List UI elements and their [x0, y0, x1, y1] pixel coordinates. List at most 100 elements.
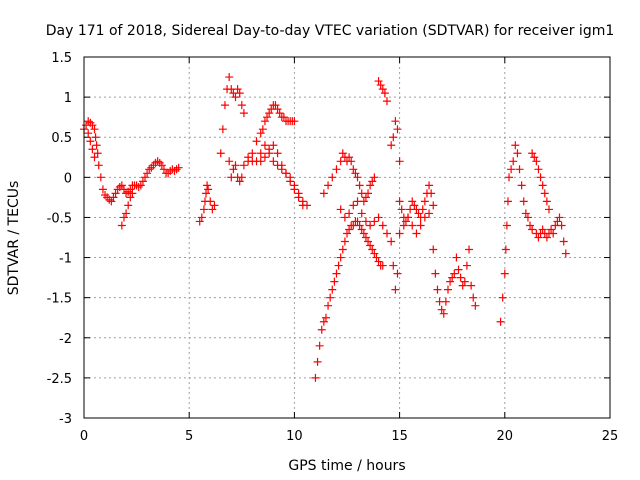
data-point	[395, 157, 404, 166]
data-point	[220, 101, 229, 110]
data-point	[153, 157, 162, 166]
data-point	[138, 177, 147, 186]
data-point	[86, 137, 95, 146]
data-point	[269, 157, 278, 166]
data-point	[429, 245, 438, 254]
data-point	[324, 301, 333, 310]
data-point	[128, 189, 137, 198]
data-point	[324, 181, 333, 190]
data-point	[174, 163, 183, 172]
data-point	[92, 141, 101, 150]
data-point	[502, 221, 511, 230]
data-point	[391, 285, 400, 294]
data-point	[355, 221, 364, 230]
data-point	[237, 101, 246, 110]
data-point	[260, 117, 269, 126]
data-point	[117, 181, 126, 190]
data-point	[532, 157, 541, 166]
data-point	[374, 213, 383, 222]
data-point	[235, 177, 244, 186]
data-point	[523, 213, 532, 222]
data-point	[256, 129, 265, 138]
y-tick-label: -2.5	[47, 372, 72, 387]
data-point	[345, 225, 354, 234]
data-point	[538, 181, 547, 190]
data-point	[357, 209, 366, 218]
data-point	[408, 197, 417, 206]
data-point	[252, 137, 261, 146]
data-point	[117, 221, 126, 230]
y-tick-label: -1.5	[47, 292, 72, 307]
chart-title: Day 171 of 2018, Sidereal Day-to-day VTE…	[46, 23, 615, 39]
data-point	[429, 201, 438, 210]
data-point	[441, 297, 450, 306]
data-point	[500, 269, 509, 278]
y-tick-label: -2	[59, 332, 72, 347]
data-point	[326, 293, 335, 302]
data-point	[317, 325, 326, 334]
x-tick-label: 0	[80, 429, 88, 444]
data-point	[343, 229, 351, 238]
data-point	[557, 221, 566, 230]
data-point	[233, 85, 242, 94]
data-point	[248, 149, 257, 158]
data-point	[84, 117, 93, 126]
data-point	[88, 121, 97, 130]
data-point	[503, 197, 512, 206]
data-point	[286, 177, 295, 186]
data-point	[443, 285, 452, 294]
data-point	[353, 173, 362, 182]
data-point	[515, 165, 524, 174]
data-point	[338, 149, 347, 158]
data-point	[425, 209, 434, 218]
data-point	[126, 193, 135, 202]
data-point	[456, 273, 465, 282]
data-point	[414, 209, 423, 218]
data-point	[534, 165, 543, 174]
data-point	[208, 205, 217, 214]
data-point	[393, 125, 402, 134]
data-point	[467, 281, 476, 290]
grid	[84, 57, 610, 418]
data-point	[382, 229, 391, 238]
data-point	[294, 193, 303, 202]
data-point	[269, 141, 278, 150]
data-point	[366, 221, 375, 230]
data-point	[526, 221, 535, 230]
data-point	[225, 157, 234, 166]
data-point	[370, 217, 379, 226]
x-tick-label: 5	[185, 429, 193, 444]
data-point	[372, 253, 381, 262]
data-point	[559, 237, 568, 246]
data-point	[349, 165, 358, 174]
y-axis-label: SDTVAR / TECUs	[6, 181, 22, 296]
data-point	[425, 181, 434, 190]
data-point	[351, 169, 360, 178]
data-point	[197, 213, 206, 222]
x-tick-label: 15	[391, 429, 408, 444]
data-point	[271, 101, 280, 110]
data-point	[239, 109, 248, 118]
data-point	[553, 217, 562, 226]
data-point	[361, 233, 370, 242]
data-point	[237, 173, 246, 182]
data-point	[501, 245, 510, 254]
data-point	[389, 133, 398, 142]
data-point	[460, 277, 469, 286]
data-point	[84, 129, 93, 138]
data-point	[159, 165, 168, 174]
data-point	[393, 269, 402, 278]
data-point	[231, 93, 240, 102]
data-point	[90, 125, 99, 134]
data-point	[370, 249, 379, 258]
x-tick-label: 10	[286, 429, 303, 444]
data-point	[547, 225, 556, 234]
data-point	[111, 189, 120, 198]
data-point	[315, 341, 324, 350]
data-point	[202, 189, 211, 198]
data-point	[378, 221, 387, 230]
y-tick-label: 1	[64, 91, 72, 106]
data-point	[420, 213, 429, 222]
data-point	[290, 185, 299, 194]
data-point	[340, 237, 349, 246]
